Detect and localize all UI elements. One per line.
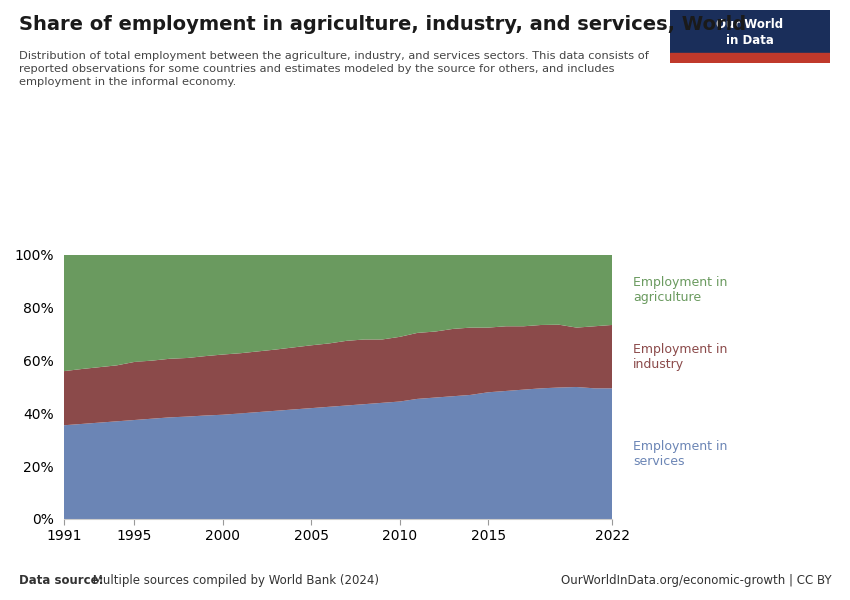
Text: Multiple sources compiled by World Bank (2024): Multiple sources compiled by World Bank …	[89, 574, 379, 587]
Text: in Data: in Data	[726, 34, 774, 47]
Bar	[670, 53, 830, 63]
Text: Employment in
agriculture: Employment in agriculture	[633, 276, 728, 304]
Text: Data source:: Data source:	[19, 574, 103, 587]
Text: Share of employment in agriculture, industry, and services, World: Share of employment in agriculture, indu…	[19, 15, 745, 34]
Text: OurWorldInData.org/economic-growth | CC BY: OurWorldInData.org/economic-growth | CC …	[561, 574, 831, 587]
Text: Distribution of total employment between the agriculture, industry, and services: Distribution of total employment between…	[19, 51, 649, 88]
Text: Employment in
industry: Employment in industry	[633, 343, 728, 371]
Text: Employment in
services: Employment in services	[633, 440, 728, 467]
Text: Our World: Our World	[717, 19, 783, 31]
